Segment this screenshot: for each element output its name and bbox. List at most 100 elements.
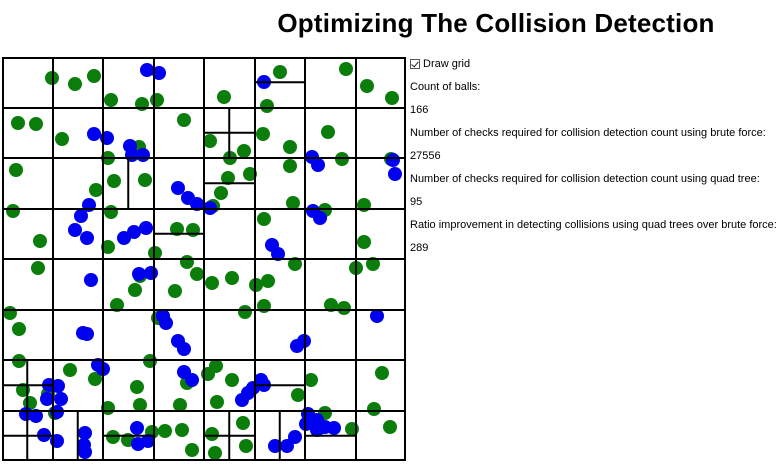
green-ball [11, 116, 25, 130]
green-ball [221, 171, 235, 185]
green-ball [237, 144, 251, 158]
green-ball [291, 388, 305, 402]
blue-ball [127, 225, 141, 239]
green-ball [107, 174, 121, 188]
blue-ball [130, 421, 144, 435]
blue-ball [271, 247, 285, 261]
blue-ball [159, 316, 173, 330]
green-ball [375, 366, 389, 380]
green-ball [205, 427, 219, 441]
green-ball [360, 79, 374, 93]
green-ball [87, 69, 101, 83]
blue-ball [84, 273, 98, 287]
green-ball [357, 235, 371, 249]
ratio-value: 289 [410, 242, 429, 254]
green-ball [173, 398, 187, 412]
blue-ball [136, 148, 150, 162]
brute-force-label: Number of checks required for collision … [410, 127, 766, 139]
green-ball [133, 398, 147, 412]
green-ball [170, 222, 184, 236]
quad-tree-label: Number of checks required for collision … [410, 173, 760, 185]
blue-ball [78, 426, 92, 440]
green-ball [6, 204, 20, 218]
blue-ball [80, 231, 94, 245]
green-ball [12, 322, 26, 336]
green-ball [31, 261, 45, 275]
blue-ball [51, 379, 65, 393]
green-ball [239, 439, 253, 453]
green-ball [208, 446, 222, 460]
green-ball [29, 117, 43, 131]
blue-ball [29, 409, 43, 423]
green-ball [304, 373, 318, 387]
green-ball [33, 234, 47, 248]
blue-ball [140, 63, 154, 77]
blue-ball [74, 209, 88, 223]
blue-ball [68, 223, 82, 237]
green-ball [104, 93, 118, 107]
green-ball [217, 90, 231, 104]
green-ball [88, 372, 102, 386]
blue-ball [87, 127, 101, 141]
green-ball [205, 276, 219, 290]
green-ball [339, 62, 353, 76]
quadtree-grid [2, 57, 406, 461]
green-ball [106, 430, 120, 444]
ball-count-value: 166 [410, 104, 429, 116]
blue-ball [268, 439, 282, 453]
blue-ball [386, 153, 400, 167]
green-ball [185, 443, 199, 457]
blue-ball [288, 430, 302, 444]
green-ball [55, 132, 69, 146]
blue-ball [139, 221, 153, 235]
blue-ball [185, 373, 199, 387]
simulation-canvas[interactable] [2, 57, 406, 461]
ball-count-label: Count of balls: [410, 81, 481, 93]
quad-tree-value: 95 [410, 196, 423, 208]
blue-ball [171, 181, 185, 195]
blue-ball [152, 66, 166, 80]
draw-grid-checkbox[interactable] [410, 59, 420, 69]
green-ball [273, 65, 287, 79]
green-ball [138, 173, 152, 187]
green-ball [158, 424, 172, 438]
blue-ball [327, 421, 341, 435]
blue-ball [40, 392, 54, 406]
blue-ball [78, 445, 92, 459]
blue-ball [388, 167, 402, 181]
green-ball [321, 125, 335, 139]
blue-ball [310, 423, 324, 437]
blue-ball [141, 434, 155, 448]
green-ball [130, 380, 144, 394]
green-ball [261, 274, 275, 288]
blue-ball [311, 158, 325, 172]
stats-panel: Draw grid Count of balls: 166 Number of … [410, 57, 780, 265]
green-ball [210, 395, 224, 409]
blue-ball [132, 267, 146, 281]
quadtree-visualization [2, 57, 406, 461]
green-ball [214, 186, 228, 200]
green-ball [180, 255, 194, 269]
blue-ball [190, 197, 204, 211]
blue-ball [370, 309, 384, 323]
draw-grid-toggle[interactable]: Draw grid [410, 57, 780, 71]
green-ball [186, 223, 200, 237]
green-ball [283, 159, 297, 173]
green-ball [337, 301, 351, 315]
blue-ball [144, 266, 158, 280]
blue-ball [280, 439, 294, 453]
green-ball [236, 416, 250, 430]
green-ball [288, 257, 302, 271]
green-ball [104, 205, 118, 219]
ratio-label: Ratio improvement in detecting collision… [410, 219, 777, 231]
green-ball [101, 240, 115, 254]
green-ball [324, 298, 338, 312]
green-ball [168, 284, 182, 298]
green-ball [257, 212, 271, 226]
green-ball [68, 77, 82, 91]
green-ball [385, 91, 399, 105]
blue-ball [313, 211, 327, 225]
green-ball [243, 167, 257, 181]
page-title: Optimizing The Collision Detection [277, 8, 715, 38]
green-ball [283, 140, 297, 154]
